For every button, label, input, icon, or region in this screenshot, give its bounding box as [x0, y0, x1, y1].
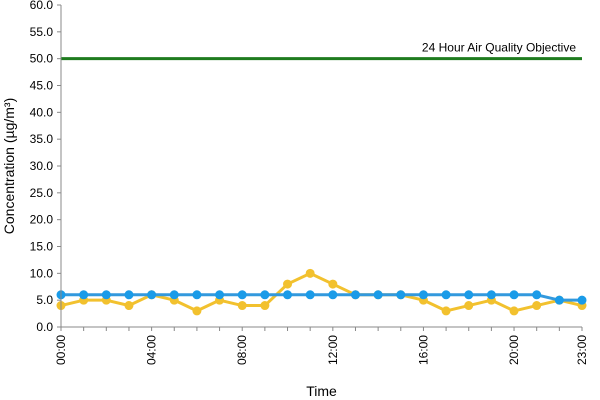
series-1-point [237, 301, 247, 311]
y-tick-label: 15.0 [30, 240, 54, 254]
x-tick-label: 16:00 [416, 335, 430, 365]
y-tick-label: 20.0 [30, 213, 54, 227]
series-2-point [215, 290, 225, 300]
x-tick-label: 08:00 [235, 335, 249, 365]
series-layer [56, 268, 587, 316]
x-tick-label: 12:00 [326, 335, 340, 365]
y-tick-label: 40.0 [30, 105, 54, 119]
series-2-point [79, 290, 89, 300]
series-2-point [169, 290, 179, 300]
y-tick-label: 30.0 [30, 159, 54, 173]
y-tick-label: 50.0 [30, 52, 54, 66]
series-2-point [441, 290, 451, 300]
series-2-point [464, 290, 474, 300]
series-1-line [60, 271, 583, 313]
series-1-point [441, 306, 451, 316]
y-tick-label: 10.0 [30, 266, 54, 280]
series-1-point [260, 301, 270, 311]
series-2-point [305, 290, 315, 300]
series-2-point [328, 290, 338, 300]
series-2-point [237, 290, 247, 300]
series-2-point [532, 290, 542, 300]
series-2-point [124, 290, 134, 300]
series-2-point [577, 295, 587, 305]
y-tick-label: 35.0 [30, 132, 54, 146]
series-1-point [328, 279, 338, 289]
x-axis-title: Time [306, 383, 337, 399]
series-1-point [192, 306, 202, 316]
series-1-point [124, 301, 134, 311]
series-1-point [509, 306, 519, 316]
series-1-point [464, 301, 474, 311]
series-2-point [418, 290, 428, 300]
series-1-point [305, 268, 315, 278]
y-tick-label: 0.0 [36, 320, 53, 334]
series-2-point [396, 290, 406, 300]
series-2-point [147, 290, 157, 300]
x-tick-labels: 00:00 04:00 08:00 12:00 16:00 20:00 23:00 [54, 327, 589, 365]
series-2-point [283, 290, 293, 300]
series-2-point [373, 290, 383, 300]
series-1-point [532, 301, 542, 311]
y-tick-label: 25.0 [30, 186, 54, 200]
reference-line-label: 24 Hour Air Quality Objective [422, 41, 576, 55]
reference-line-group: 24 Hour Air Quality Objective [61, 41, 582, 61]
series-2-point [260, 290, 270, 300]
series-1-point [283, 279, 293, 289]
y-tick-label: 5.0 [36, 293, 53, 307]
x-tick-label: 04:00 [145, 335, 159, 365]
series-2-point [486, 290, 496, 300]
x-tick-label: 20:00 [507, 335, 521, 365]
x-tick-label: 23:00 [575, 335, 589, 365]
y-tick-label: 45.0 [30, 79, 54, 93]
series-2-point [350, 290, 360, 300]
y-tick-label: 60.0 [30, 0, 54, 12]
series-2-point [192, 290, 202, 300]
y-tick-label: 55.0 [30, 25, 54, 39]
series-2-point [554, 295, 564, 305]
series-2-point [509, 290, 519, 300]
x-tick-label: 00:00 [54, 335, 68, 365]
y-tick-labels: 0.0 5.0 10.0 15.0 20.0 25.0 30.0 35.0 40.0 45.0 50… [30, 0, 61, 334]
y-axis-title: Concentration (µg/m³) [1, 98, 17, 234]
series-2-point [101, 290, 111, 300]
